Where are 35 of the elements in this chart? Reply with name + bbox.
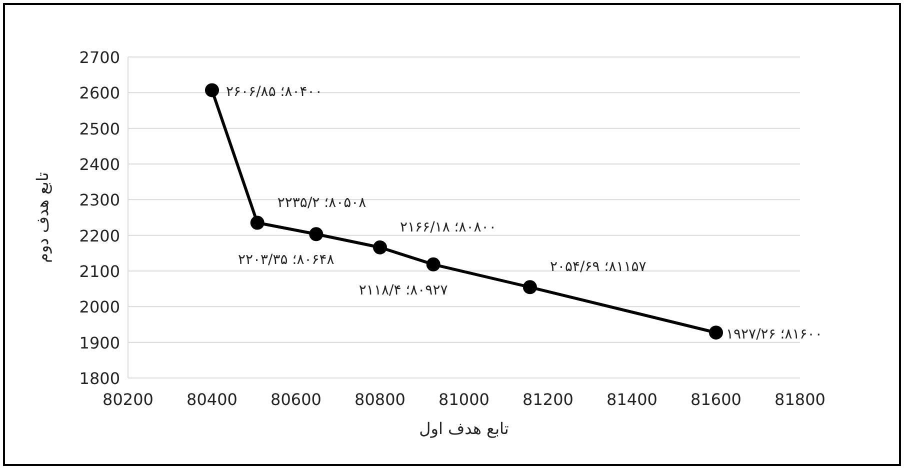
annotation: ۸۰۴۰۰؛ ۲۶۰۶/۸۵ xyxy=(226,84,322,100)
x-tick-label: 80400 xyxy=(186,390,238,409)
x-tick-label: 80800 xyxy=(354,390,406,409)
x-tick-label: 81400 xyxy=(606,390,658,409)
x-axis-title: تابع هدف اول xyxy=(419,419,509,438)
annotation: ۸۰۵۰۸؛ ۲۲۳۵/۲ xyxy=(277,194,367,211)
y-tick-label: 2300 xyxy=(79,190,120,210)
y-tick-label: 2700 xyxy=(79,48,120,67)
point xyxy=(205,83,219,98)
y-tick-label: 1900 xyxy=(79,333,120,352)
x-tick-label: 81800 xyxy=(774,390,826,409)
point xyxy=(309,227,324,242)
x-tick-label: 80200 xyxy=(102,390,154,409)
y-tick-label: 2600 xyxy=(79,84,120,103)
y-axis-title: تابع هدف دوم xyxy=(33,172,52,263)
annotation: ۸۱۶۰۰؛ ۱۹۲۷/۲۶ xyxy=(726,326,822,343)
y-tick-label: 2400 xyxy=(79,155,120,174)
x-tick-label: 81000 xyxy=(438,390,490,409)
annotation: ۸۱۱۵۷؛ ۲۰۵۴/۶۹ xyxy=(550,259,647,276)
y-tick-label: 2000 xyxy=(79,298,120,317)
x-tick-label: 80600 xyxy=(270,390,322,409)
y-tick-label: 2500 xyxy=(79,119,120,138)
x-tick-label: 81200 xyxy=(522,390,574,409)
point xyxy=(709,326,723,340)
y-tick-label: 2200 xyxy=(79,226,120,246)
y-tick-label: 2100 xyxy=(79,262,120,281)
point xyxy=(250,216,264,230)
annotation: ۸۰۸۰۰؛ ۲۱۶۶/۱۸ xyxy=(400,219,496,236)
annotation: ۸۰۶۴۸؛ ۲۲۰۳/۳۵ xyxy=(238,252,335,268)
y-tick-label: 1800 xyxy=(79,369,120,388)
point xyxy=(426,257,440,272)
x-tick-label: 81600 xyxy=(690,390,742,409)
point xyxy=(522,280,537,294)
point xyxy=(373,240,387,254)
annotation: ۸۰۹۲۷؛ ۲۱۱۸/۴ xyxy=(358,282,448,298)
